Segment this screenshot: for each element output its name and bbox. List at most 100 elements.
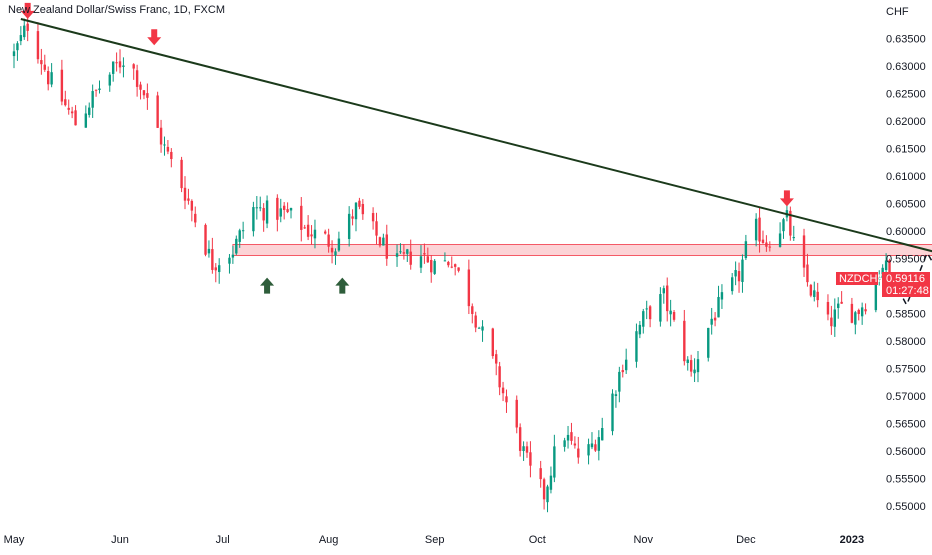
candle-body (399, 251, 402, 253)
candle-body (638, 324, 642, 335)
candle-body (707, 327, 710, 358)
candle-body (252, 207, 255, 232)
candle-body (689, 360, 693, 372)
candle-body (744, 241, 748, 259)
candle-body (146, 93, 149, 98)
candle-body (481, 326, 484, 331)
candle-body (23, 25, 26, 38)
candle-body (122, 65, 125, 67)
candle-body (761, 239, 765, 244)
candle-body (549, 475, 553, 490)
candle-body (91, 91, 94, 108)
candle-body (306, 224, 310, 237)
candle-body (498, 366, 501, 388)
candle-body (430, 259, 433, 273)
candle-body (802, 235, 806, 268)
candle-body (546, 486, 549, 503)
candle-body (70, 111, 74, 114)
y-tick-label: 0.59500 (886, 253, 926, 265)
candle-body (111, 61, 115, 74)
y-tick-label: 0.61500 (886, 143, 926, 155)
candle-body (289, 207, 293, 211)
candle-body (888, 260, 891, 274)
candle-body (426, 256, 430, 263)
candle-body (64, 99, 67, 106)
candle-body (303, 227, 306, 229)
candle-body (156, 95, 159, 128)
candle-body (211, 249, 214, 270)
candle-body (505, 396, 508, 403)
candle-body (830, 317, 833, 327)
candle-body (402, 252, 406, 254)
candle-body (135, 70, 139, 87)
candle-body (539, 468, 542, 480)
candle-body (132, 64, 135, 69)
candle-body (611, 393, 614, 432)
candle-body (310, 234, 313, 237)
candle-body (734, 270, 737, 277)
last-price-box (882, 272, 930, 297)
y-tick-label: 0.55500 (886, 473, 926, 485)
candle-body (782, 219, 785, 232)
candle-body (809, 284, 813, 296)
candle-body (142, 90, 146, 96)
candle-body (659, 294, 662, 322)
candle-body (235, 238, 238, 254)
candle-layer (12, 13, 891, 513)
candle-body (170, 151, 173, 160)
candle-body (813, 290, 816, 297)
candle-body (453, 264, 457, 267)
candle-body (597, 437, 601, 451)
down-arrow-icon (779, 190, 794, 207)
candle-body (282, 205, 286, 210)
candle-body (334, 251, 337, 256)
candle-body (139, 84, 142, 90)
candle-body (594, 444, 597, 451)
candle-body (361, 203, 365, 215)
countdown-label: 01:27:48 (886, 285, 929, 297)
candle-body (180, 159, 183, 189)
currency-label: CHF (886, 6, 909, 18)
candle-body (40, 60, 43, 65)
up-arrow-icon (335, 277, 350, 294)
candle-body (265, 200, 269, 224)
candle-body (563, 440, 566, 447)
candle-body (259, 207, 262, 209)
candle-body (423, 253, 426, 255)
candle-body (163, 144, 166, 146)
candle-body (768, 246, 772, 248)
candle-body (238, 230, 241, 242)
candle-body (737, 271, 741, 282)
candle-body (553, 446, 556, 478)
candle-body (395, 253, 399, 257)
candle-body (12, 51, 16, 57)
candle-body (635, 331, 638, 362)
candle-body (286, 209, 289, 213)
candle-body (860, 307, 864, 317)
candle-body (477, 327, 481, 329)
candle-body (624, 359, 628, 371)
candle-body (88, 107, 91, 115)
candle-body (587, 444, 590, 456)
candle-body (187, 198, 190, 201)
y-tick-label: 0.61000 (886, 171, 926, 183)
candle-body (837, 303, 840, 308)
y-tick-label: 0.62500 (886, 88, 926, 100)
y-tick-label: 0.55000 (886, 501, 926, 513)
candle-body (850, 303, 854, 323)
candle-body (433, 260, 436, 274)
candle-body (713, 317, 717, 321)
candle-body (327, 234, 330, 247)
last-price-label: 0.59116 (886, 273, 925, 285)
candle-body (84, 113, 88, 128)
candle-body (183, 187, 187, 201)
x-tick-label: Jun (111, 534, 129, 546)
candle-body (833, 309, 836, 327)
chart-title: New Zealand Dollar/Swiss Franc, 1D, FXCM (8, 4, 226, 16)
candle-body (570, 432, 573, 441)
y-tick-label: 0.57000 (886, 391, 926, 403)
candle-body (792, 237, 795, 239)
y-tick-label: 0.58500 (886, 308, 926, 320)
